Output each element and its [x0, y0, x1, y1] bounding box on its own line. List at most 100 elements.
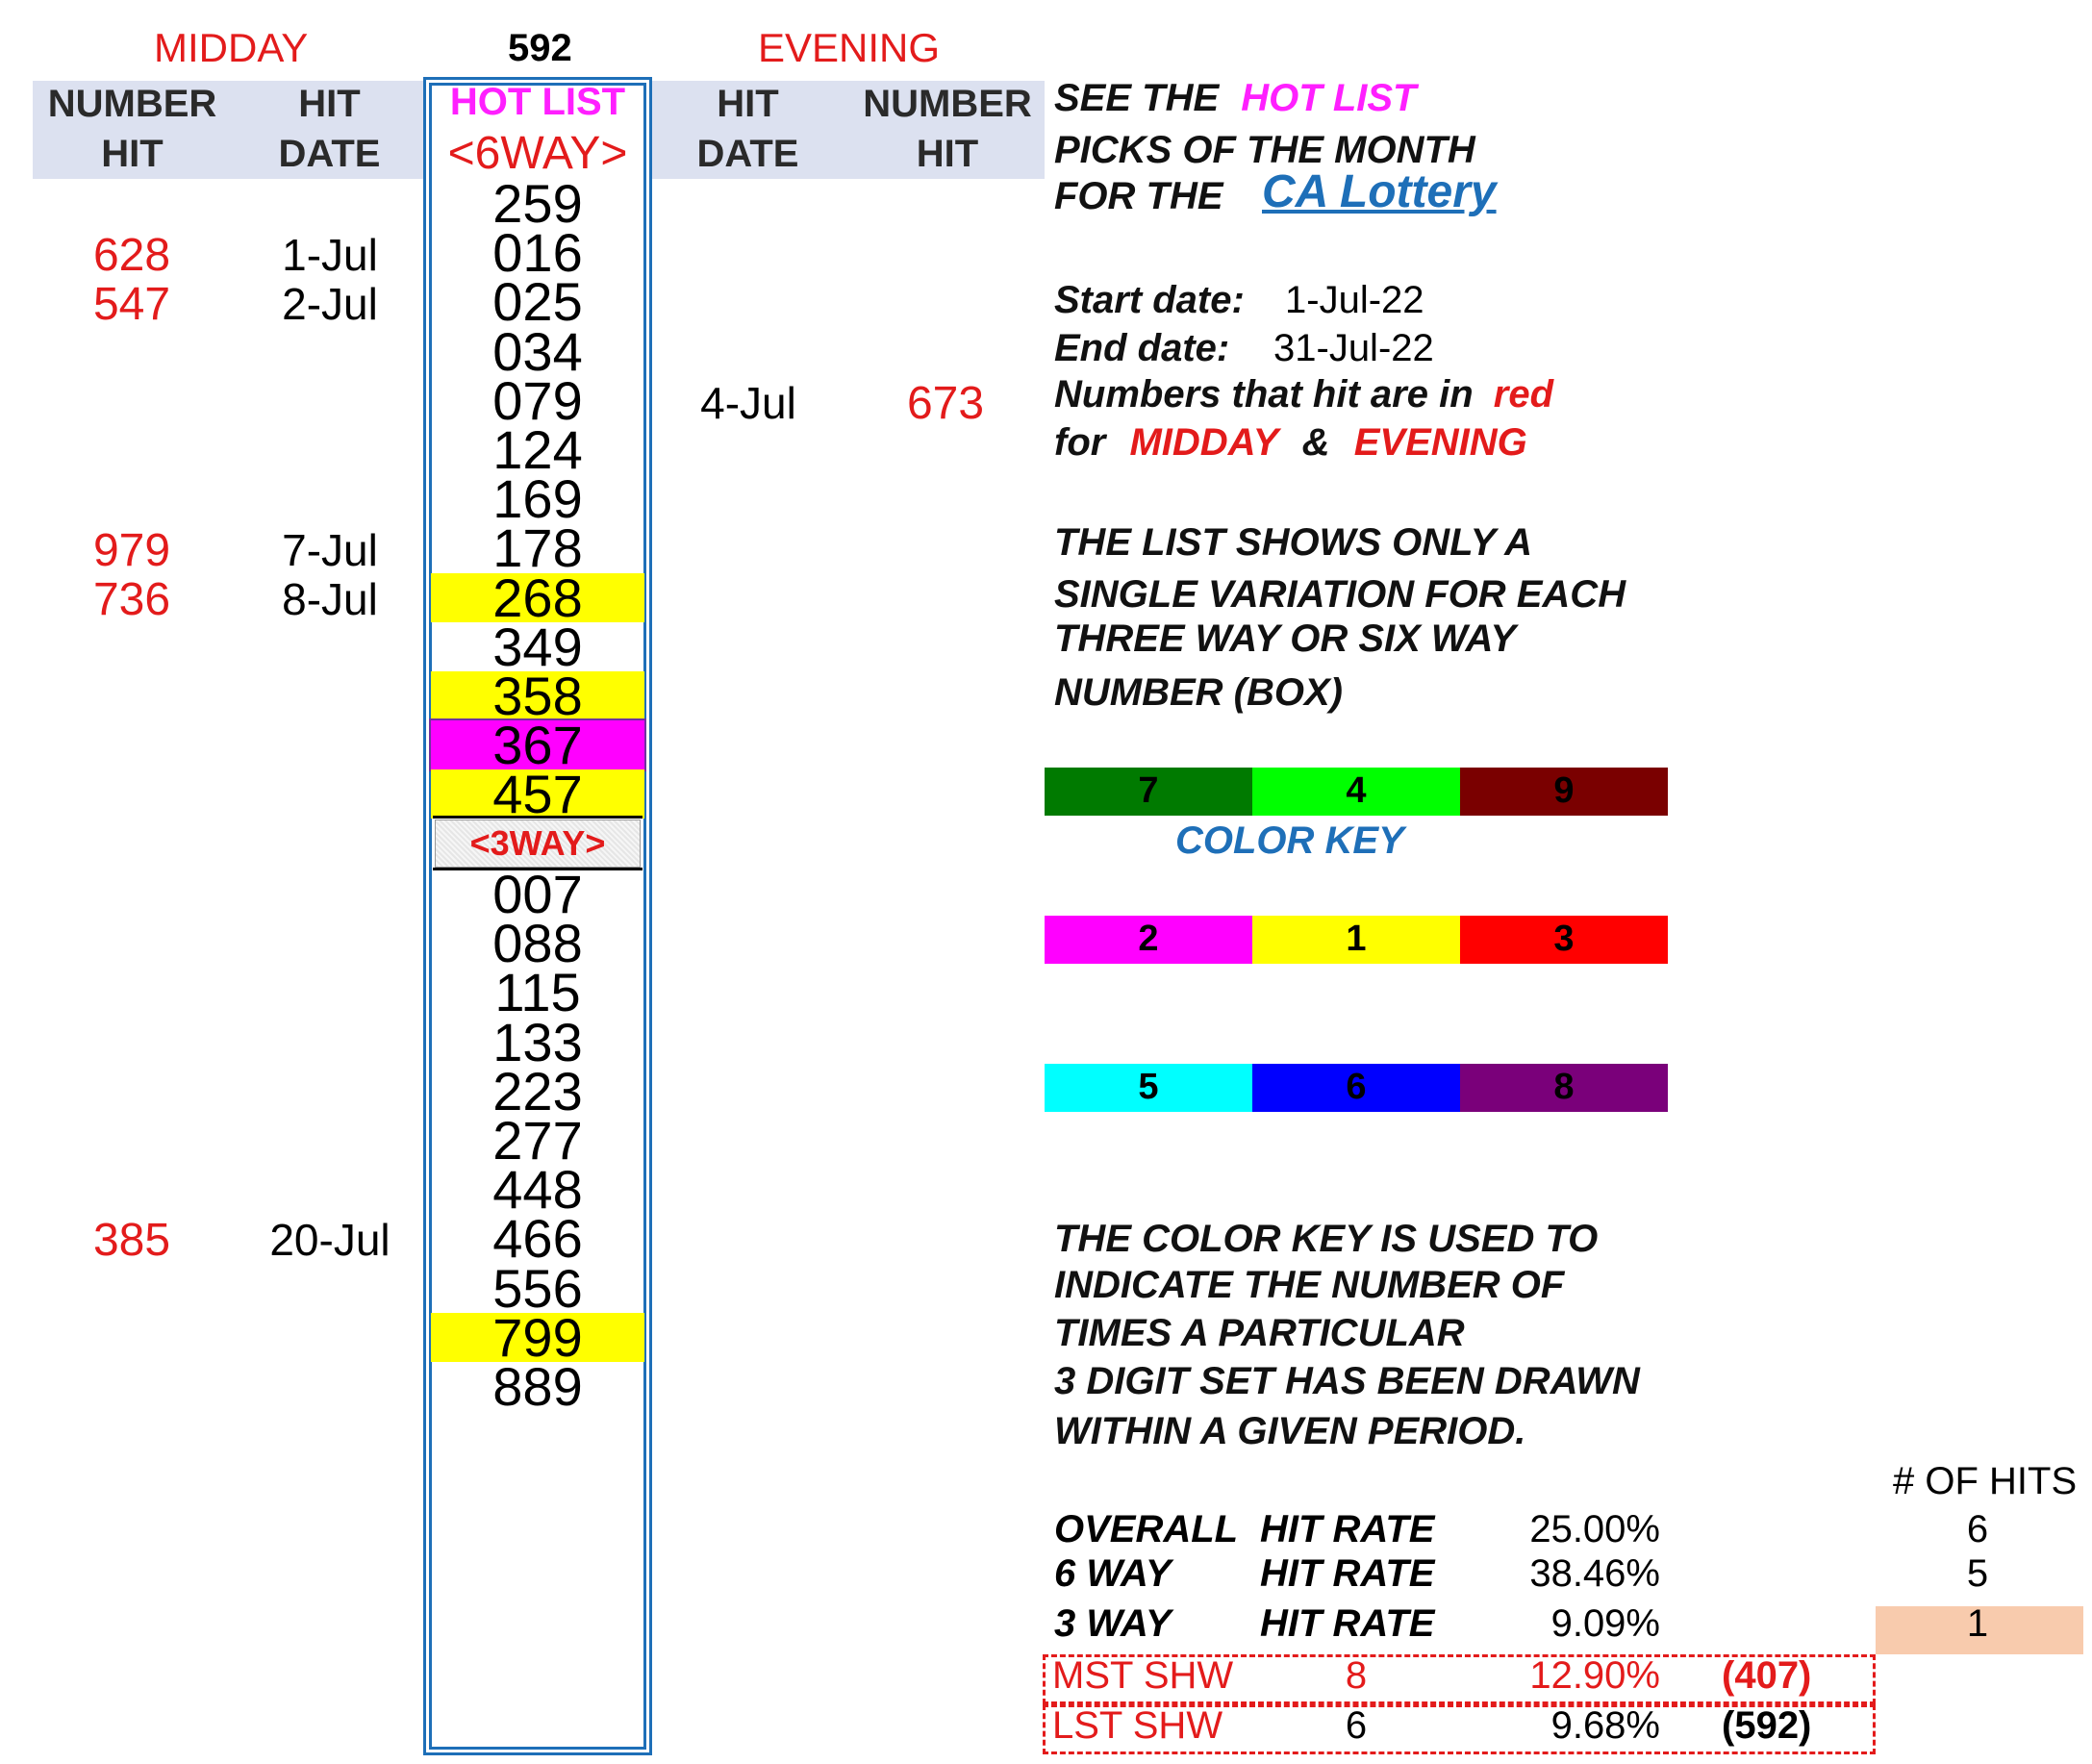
most-shown-box [1043, 1654, 1876, 1704]
start-date-value: 1-Jul-22 [1285, 279, 1424, 321]
color-key-note-line: TIMES A PARTICULAR [1054, 1312, 1465, 1354]
stat-hits: 5 [1966, 1552, 1989, 1595]
list-note-line: THREE WAY OR SIX WAY [1054, 617, 1517, 660]
midday-hit-date: 1-Jul [282, 230, 378, 280]
most-shown-count: 8 [1345, 1654, 1368, 1697]
stat-type: OVERALL [1054, 1508, 1239, 1550]
three-way-number: 556 [492, 1257, 583, 1319]
color-key-cell: 8 [1460, 1064, 1668, 1112]
six-way-number: 169 [492, 468, 583, 530]
three-way-number: 277 [492, 1110, 583, 1171]
evening-hit-number: 673 [906, 378, 985, 429]
header-number-hit-left: NUMBER HIT [47, 83, 217, 175]
six-way-number: 124 [492, 419, 583, 480]
header-band-right [652, 81, 1045, 179]
six-way-number: 025 [492, 271, 583, 333]
evening-label: EVENING [758, 25, 941, 70]
center-number: 592 [508, 27, 572, 69]
least-shown-label: LST SHW [1052, 1704, 1223, 1747]
end-date-value: 31-Jul-22 [1273, 327, 1434, 369]
three-way-number: 799 [431, 1310, 644, 1364]
six-way-number: 457 [431, 768, 644, 821]
three-way-label: <3WAY> [435, 819, 641, 868]
stat-label: HIT RATE [1260, 1552, 1435, 1595]
least-shown-number: (592) [1722, 1704, 1812, 1747]
hot-list-title: HOT LIST [449, 81, 626, 123]
midday-hit-number: 385 [92, 1215, 171, 1266]
stat-hits: 6 [1966, 1508, 1989, 1550]
three-way-number: 007 [492, 864, 583, 924]
color-key-cell: 5 [1045, 1064, 1252, 1112]
three-way-top-line [433, 816, 643, 819]
color-key-cell: 7 [1045, 768, 1252, 816]
color-key-cell: 4 [1252, 768, 1460, 816]
color-key-cell: 2 [1045, 916, 1252, 964]
color-key-title: COLOR KEY [1175, 819, 1404, 862]
list-note-line: THE LIST SHOWS ONLY A [1054, 521, 1533, 564]
three-way-number: 088 [492, 913, 583, 974]
three-way-number: 448 [492, 1159, 583, 1221]
six-way-number: 268 [431, 570, 644, 624]
info-for-the: FOR THE [1054, 175, 1223, 217]
list-note-line: NUMBER (BOX) [1054, 671, 1343, 714]
three-way-number: 133 [492, 1011, 583, 1072]
stat-hits: 1 [1966, 1602, 1989, 1645]
six-way-number: 259 [492, 173, 583, 234]
header-number-hit-right: NUMBER HIT [863, 83, 1032, 175]
info-picks-of-month: PICKS OF THE MONTH [1054, 129, 1475, 171]
six-way-label: <6WAY> [447, 128, 628, 179]
stat-label: HIT RATE [1260, 1508, 1435, 1550]
color-key-note-line: WITHIN A GIVEN PERIOD. [1054, 1410, 1526, 1452]
color-key-note-line: 3 DIGIT SET HAS BEEN DRAWN [1054, 1360, 1640, 1402]
hot-list-inner-border [429, 83, 646, 1750]
evening-hit-date: 4-Jul [700, 378, 796, 428]
six-way-number: 016 [492, 222, 583, 284]
most-shown-label: MST SHW [1052, 1654, 1234, 1697]
info-midday-evening-line: for MIDDAY & EVENING [1054, 421, 1527, 464]
midday-hit-number: 628 [92, 230, 171, 281]
three-way-bottom-line [433, 868, 643, 870]
header-hit-date-left: HIT DATE [278, 83, 381, 175]
six-way-number: 349 [492, 616, 583, 677]
three-way-number: 466 [492, 1208, 583, 1270]
info-see-the: SEE THE HOT LIST [1054, 77, 1417, 119]
midday-hit-date: 2-Jul [282, 279, 378, 329]
info-hit-line: Numbers that hit are in red [1054, 373, 1553, 416]
midday-hit-number: 736 [92, 574, 171, 625]
color-key-cell: 6 [1252, 1064, 1460, 1112]
color-key-cell: 3 [1460, 916, 1668, 964]
start-date-label: Start date: [1054, 279, 1245, 321]
midday-hit-number: 979 [92, 525, 171, 576]
hits-header: # OF HITS [1893, 1460, 2078, 1502]
header-band-left [33, 81, 423, 179]
three-way-hits-cell [1876, 1606, 2083, 1654]
six-way-number: 367 [429, 718, 646, 772]
six-way-number: 079 [492, 369, 583, 431]
midday-hit-number: 547 [92, 279, 171, 330]
stat-rate: 38.46% [1529, 1552, 1660, 1595]
color-key-note-line: INDICATE THE NUMBER OF [1054, 1264, 1565, 1306]
stat-type: 6 WAY [1054, 1552, 1172, 1595]
stat-rate: 25.00% [1529, 1508, 1660, 1550]
midday-label: MIDDAY [154, 25, 309, 70]
most-shown-number: (407) [1722, 1654, 1812, 1697]
color-key-cell: 9 [1460, 768, 1668, 816]
six-way-number: 034 [492, 320, 583, 382]
hot-list-outer-border [423, 77, 652, 1755]
six-way-number: 178 [492, 517, 583, 579]
midday-hit-date: 20-Jul [269, 1215, 391, 1265]
six-way-number: 358 [431, 669, 644, 723]
three-way-number: 889 [492, 1356, 583, 1417]
stat-rate: 9.09% [1550, 1602, 1660, 1645]
stat-type: 3 WAY [1054, 1602, 1172, 1645]
least-shown-rate: 9.68% [1550, 1704, 1660, 1747]
color-key-cell: 1 [1252, 916, 1460, 964]
midday-hit-date: 8-Jul [282, 574, 378, 624]
stat-label: HIT RATE [1260, 1602, 1435, 1645]
header-hit-date-right: HIT DATE [696, 83, 799, 175]
three-way-number: 115 [494, 962, 581, 1023]
list-note-line: SINGLE VARIATION FOR EACH [1054, 573, 1626, 616]
color-key-note-line: THE COLOR KEY IS USED TO [1054, 1218, 1599, 1260]
least-shown-box [1043, 1704, 1876, 1754]
ca-lottery-link[interactable]: CA Lottery [1262, 166, 1497, 217]
